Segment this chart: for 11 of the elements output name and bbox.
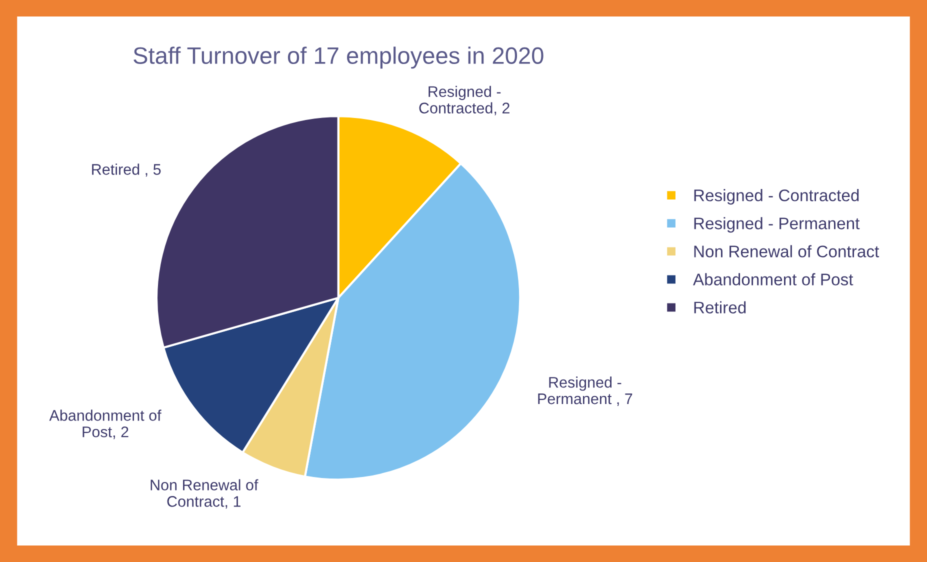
legend-label: Resigned - Permanent	[694, 217, 860, 233]
data-label: Abandonment of Post, 2	[49, 410, 162, 440]
legend-label: Retired	[694, 301, 746, 314]
legend-label: Non Renewal of Contract	[694, 245, 880, 258]
data-label: Retired , 5	[92, 164, 161, 177]
data-label: Resigned - Permanent , 7	[538, 376, 632, 406]
legend-label: Abandonment of Post	[692, 273, 854, 286]
chart-title: Staff Turnover of 17 employees in 2020	[134, 46, 544, 69]
legend-label: Resigned - Contracted	[694, 189, 859, 205]
data-label: Resigned - Contracted, 2	[419, 86, 510, 116]
data-label: Non Renewal of Contract, 1	[150, 479, 258, 509]
